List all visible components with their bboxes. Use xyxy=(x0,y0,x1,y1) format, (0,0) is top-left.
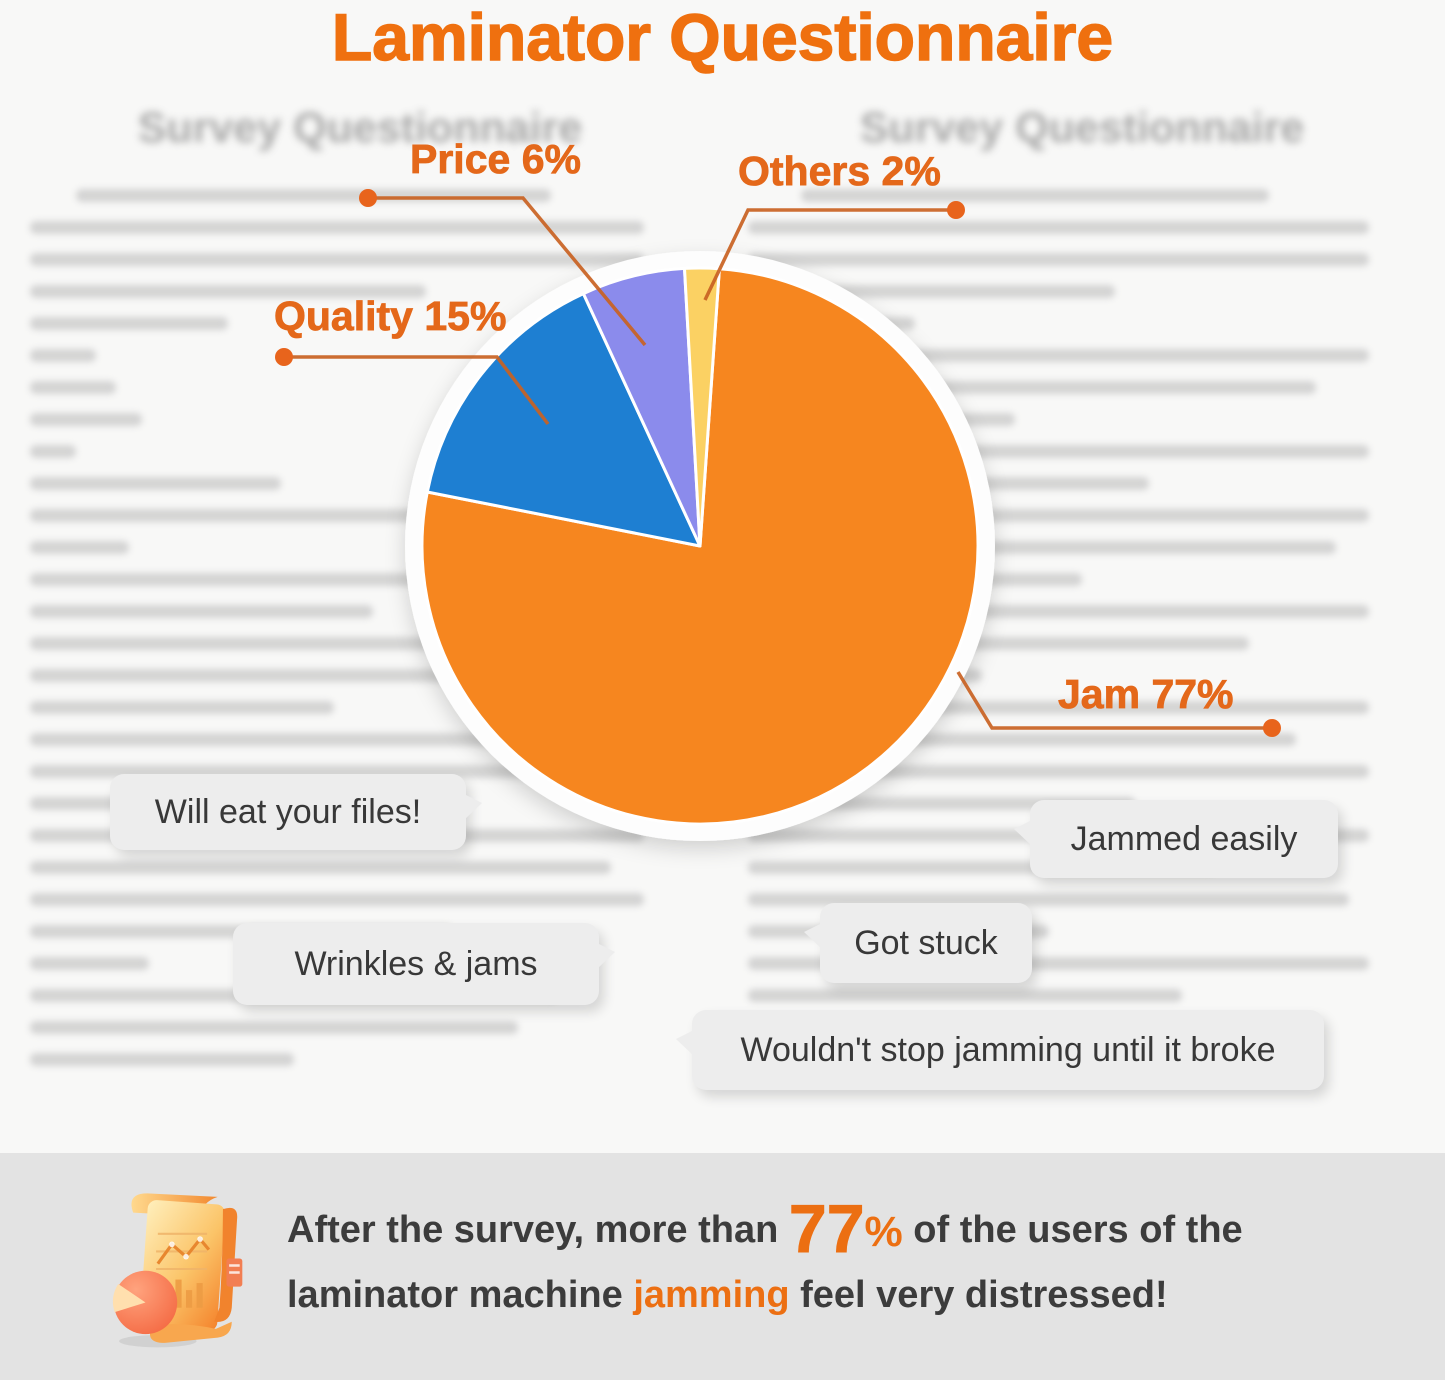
doc-text-line xyxy=(801,189,1270,202)
quote-text: Wrinkles & jams xyxy=(294,944,538,983)
doc-text-line xyxy=(30,605,374,618)
quote-text: Wouldn't stop jamming until it broke xyxy=(740,1030,1276,1069)
doc-text-line xyxy=(30,701,334,714)
footer-percent-sign: % xyxy=(864,1208,903,1256)
doc-text-line xyxy=(30,317,228,330)
doc-text-line xyxy=(748,989,1183,1002)
pie-label-quality: Quality 15% xyxy=(274,293,507,340)
doc-text-line xyxy=(748,893,1350,906)
jam-leader-line xyxy=(956,671,1272,730)
footer-big-number: 77 xyxy=(788,1191,865,1267)
price-leader-line xyxy=(368,196,647,347)
quality-leader-dot xyxy=(275,348,293,366)
doc-heading: Survey Questionnaire xyxy=(137,104,583,152)
quality-leader-line xyxy=(284,355,550,426)
quote-text: Got stuck xyxy=(854,923,998,962)
doc-text-line xyxy=(30,1053,294,1066)
footer-text-post: of the users of the xyxy=(902,1209,1243,1251)
footer-highlight-word: jamming xyxy=(633,1274,790,1316)
footer-summary: After the survey, more than 77% of the u… xyxy=(287,1195,1243,1315)
doc-text-line xyxy=(30,893,644,906)
quote-bubble: Got stuck xyxy=(804,903,1032,983)
doc-text-line xyxy=(30,541,129,554)
pie-label-jam: Jam 77% xyxy=(1058,671,1234,718)
doc-text-line xyxy=(30,957,149,970)
doc-text-line xyxy=(748,253,1370,266)
doc-text-line xyxy=(748,765,1370,778)
pie-slice-quality xyxy=(425,292,702,548)
pie-slices-group xyxy=(420,266,980,826)
doc-text-line xyxy=(30,477,281,490)
doc-text-line xyxy=(30,413,143,426)
doc-text-line xyxy=(30,253,644,266)
price-leader-dot xyxy=(359,189,377,207)
pie-label-price: Price 6% xyxy=(410,136,582,183)
quote-text: Will eat your files! xyxy=(154,792,422,831)
doc-text-line xyxy=(30,573,492,586)
footer-text-pre2: laminator machine xyxy=(287,1274,634,1316)
page-title: Laminator Questionnaire xyxy=(331,0,1114,74)
quote-text: Jammed easily xyxy=(1070,819,1298,858)
pie-label-others: Others 2% xyxy=(738,148,942,195)
doc-text-line xyxy=(30,221,644,234)
others-leader-dot xyxy=(947,201,965,219)
footer-text-pre: After the survey, more than xyxy=(287,1209,789,1251)
doc-text-line xyxy=(30,349,96,362)
doc-text-line xyxy=(30,381,116,394)
others-leader-line xyxy=(703,208,956,301)
footer-line-1: After the survey, more than 77% of the u… xyxy=(287,1195,1243,1264)
doc-text-line xyxy=(30,445,77,458)
quote-bubble: Wrinkles & jams xyxy=(233,923,615,1005)
report-icon xyxy=(112,1193,243,1348)
doc-text-line xyxy=(748,221,1370,234)
footer-band: After the survey, more than 77% of the u… xyxy=(0,1153,1445,1380)
jam-leader-dot xyxy=(1263,719,1281,737)
doc-text-line xyxy=(30,637,440,650)
doc-text-line xyxy=(30,861,611,874)
quote-bubble: Will eat your files! xyxy=(110,774,482,850)
footer-line-2: laminator machine jamming feel very dist… xyxy=(287,1276,1243,1314)
doc-text-line xyxy=(30,1021,519,1034)
doc-heading: Survey Questionnaire xyxy=(859,104,1305,152)
doc-text-line xyxy=(30,285,426,298)
leader-lines-group xyxy=(284,196,1272,730)
quote-bubble: Jammed easily xyxy=(1014,800,1338,878)
quote-bubble: Wouldn't stop jamming until it broke xyxy=(676,1010,1324,1090)
footer-text-post2: feel very distressed! xyxy=(789,1274,1168,1316)
leader-dots-group xyxy=(275,189,1281,737)
